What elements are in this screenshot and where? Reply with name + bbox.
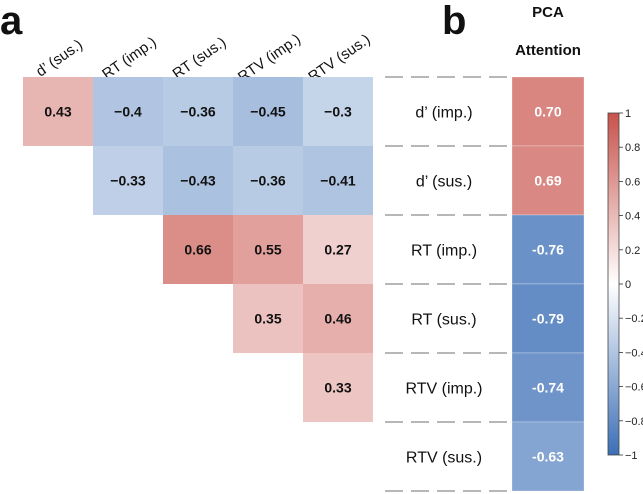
- cell-value-label: −0.41: [320, 173, 356, 189]
- row-label: RTV (sus.): [406, 450, 482, 467]
- pca-cell: [511, 145, 585, 216]
- colorbar-tick-label: 1: [625, 108, 631, 120]
- cell-value-label: −0.3: [324, 104, 352, 120]
- row-labels: d’ (imp.) d’ (sus.) RT (imp.) RT (sus.) RTV …: [405, 105, 482, 467]
- colorbar-tick-label: 0.2: [625, 245, 640, 257]
- pca-value-label: -0.63: [532, 449, 564, 465]
- pca-title-line-1: PCA: [532, 4, 564, 21]
- heatmap-cell: [163, 77, 233, 146]
- pca-cell: [511, 352, 585, 423]
- cell-value-label: −0.45: [250, 104, 286, 120]
- cell-value-label: 0.46: [324, 311, 351, 327]
- heatmap-cell: [303, 215, 373, 284]
- cell-value-label: −0.36: [250, 173, 286, 189]
- colorbar-tick-label: 0.8: [625, 142, 640, 154]
- colorbar-tick-label: 0: [625, 279, 631, 291]
- heatmap-cell: [93, 77, 163, 146]
- row-separators: [385, 76, 512, 492]
- pca-value-label: -0.74: [532, 380, 564, 396]
- pca-value-label: 0.70: [534, 104, 561, 120]
- colorbar-tick-label: −1: [625, 450, 638, 462]
- row-label: RTV (imp.): [405, 381, 482, 398]
- colorbar-tick-label: −0.8: [625, 416, 643, 428]
- row-label: RT (imp.): [411, 243, 477, 260]
- heatmap-cell: [233, 215, 303, 284]
- cell-value-label: −0.4: [114, 104, 142, 120]
- column-header-label: RT (imp.): [99, 34, 159, 83]
- pca-column: 0.70 0.69 -0.76 -0.79 -0.74 -0.63: [511, 76, 585, 492]
- colorbar-tick-label: 0.6: [625, 176, 640, 188]
- colorbar-tick-label: −0.2: [625, 313, 643, 325]
- colorbar-tick-label: −0.6: [625, 382, 643, 394]
- cell-value-label: 0.55: [254, 242, 281, 258]
- cell-value-label: 0.66: [184, 242, 211, 258]
- heatmap-cell: [233, 146, 303, 215]
- panel-label-a: a: [0, 0, 23, 43]
- cell-value-label: −0.43: [180, 173, 216, 189]
- heatmap-cell: [163, 215, 233, 284]
- row-label: d’ (imp.): [415, 105, 472, 122]
- panel-label-b: b: [442, 0, 466, 43]
- correlation-matrix: 0.43 −0.4 −0.36 −0.45 −0.3 −0.33 −0.43 −0.36 −0.…: [23, 77, 373, 422]
- cell-value-label: −0.36: [180, 104, 216, 120]
- column-header-label: d’ (sus.): [33, 36, 86, 80]
- colorbar-tick-label: 0.4: [625, 211, 640, 223]
- pca-title: PCA Attention: [515, 4, 581, 59]
- cell-value-label: −0.33: [110, 173, 146, 189]
- cell-value-label: 0.27: [324, 242, 351, 258]
- heatmap-cell: [23, 77, 93, 146]
- colorbar-gradient: [607, 112, 620, 456]
- heatmap-cell: [233, 77, 303, 146]
- cell-value-label: 0.43: [44, 104, 71, 120]
- pca-value-label: -0.79: [532, 311, 564, 327]
- cell-value-label: 0.35: [254, 311, 281, 327]
- heatmap-cell: [303, 353, 373, 422]
- pca-title-line-2: Attention: [515, 42, 581, 59]
- pca-cell: [511, 76, 585, 147]
- cell-value-label: 0.33: [324, 380, 351, 396]
- heatmap-cell: [93, 146, 163, 215]
- colorbar: 1 0.8 0.6 0.4 0.2 0 −0.2 −0.4 −0.6 −0.8 −1: [607, 108, 643, 462]
- heatmap-cell: [303, 77, 373, 146]
- pca-cell: [511, 214, 585, 285]
- row-label: d’ (sus.): [416, 174, 472, 191]
- heatmap-cell: [163, 146, 233, 215]
- pca-cell: [511, 283, 585, 354]
- heatmap-cell: [303, 284, 373, 353]
- heatmap-cell: [303, 146, 373, 215]
- heatmap-cell: [233, 284, 303, 353]
- colorbar-tick-label: −0.4: [625, 347, 643, 359]
- pca-value-label: -0.76: [532, 242, 564, 258]
- column-header-label: RT (sus.): [170, 34, 230, 83]
- pca-value-label: 0.69: [534, 173, 561, 189]
- row-label: RT (sus.): [411, 312, 476, 329]
- pca-cell: [511, 421, 585, 492]
